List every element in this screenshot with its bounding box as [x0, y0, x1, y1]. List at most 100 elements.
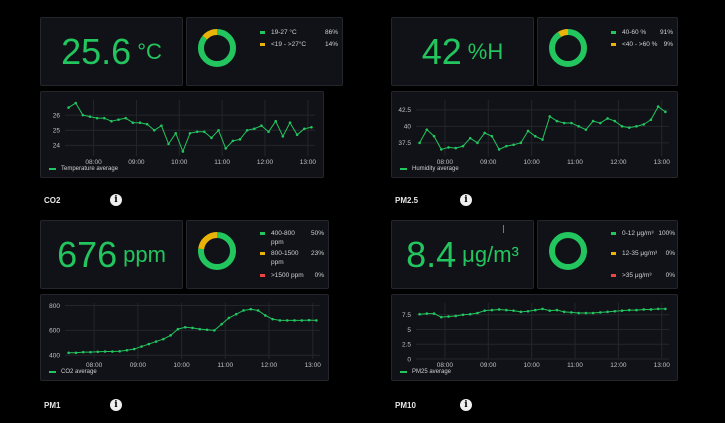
co2-data-point — [140, 345, 143, 348]
legend-percent: 0% — [665, 250, 675, 257]
legend-percent: 0% — [314, 272, 324, 279]
x-tick-label: 09:00 — [128, 159, 145, 166]
info-icon[interactable]: i — [110, 194, 122, 206]
pm25-gauge-panel: 0-12 μg/m³ 100% 12-35 μg/m³ 0% >35 μg/m³ 0% — [537, 220, 678, 289]
legend-percent: 50% — [310, 230, 324, 237]
donut-segment-1 — [198, 29, 236, 67]
co2-data-point — [300, 319, 304, 322]
legend-label: >1500 ppm — [271, 272, 304, 279]
co2-data-point — [315, 319, 318, 322]
co2-data-point — [220, 322, 223, 326]
info-icon[interactable]: i — [460, 399, 472, 411]
temperature-data-point — [288, 121, 292, 125]
y-tick-label: 800 — [49, 303, 60, 310]
co2-donut — [198, 232, 236, 270]
legend-swatch — [260, 252, 265, 255]
co2-chart: 400 600 800 08:00 09:00 10:00 11:00 12:00 13:00 — [49, 303, 321, 369]
pm25-data-point — [476, 311, 479, 315]
legend-label: >35 μg/m³ — [622, 272, 652, 279]
temperature-data-point — [260, 124, 263, 128]
humidity-chart: 37.5 40 42.5 08:00 09:00 10:00 11:00 12:00 13:00 — [398, 100, 670, 166]
co2-data-point — [176, 327, 180, 331]
legend-item: <19 - >27°C 14% — [260, 41, 338, 50]
temperature-data-point — [188, 131, 192, 135]
pm25-data-point — [432, 312, 436, 315]
co2-data-point — [118, 349, 121, 353]
pm25-data-point — [468, 312, 472, 316]
legend-percent: 0% — [665, 272, 675, 279]
co2-data-point — [278, 319, 282, 322]
co2-data-point — [227, 316, 231, 320]
co2-series-line — [68, 308, 317, 354]
pm25-data-point — [440, 315, 443, 319]
co2-data-point — [132, 347, 136, 351]
x-tick-label: 10:00 — [524, 159, 541, 166]
info-icon[interactable]: i — [110, 399, 122, 411]
humidity-data-point — [512, 143, 515, 147]
co2-value: 676 — [57, 233, 118, 275]
legend-label: 12-35 μg/m³ — [622, 250, 658, 257]
co2-data-point — [74, 351, 78, 355]
y-tick-label: 24 — [53, 143, 61, 150]
x-tick-label: 11:00 — [567, 362, 583, 369]
y-tick-label: 2.5 — [402, 342, 411, 349]
co2-gauge-panel: 400-800 ppm 50% 800-1500 ppm 23% >1500 ppm 0% — [186, 220, 329, 289]
temperature-unit: °C — [137, 38, 162, 64]
legend-item: 40-60 % 91% — [611, 29, 673, 38]
pm25-data-point — [519, 310, 523, 314]
temperature-data-point — [181, 150, 185, 153]
co2-data-point — [111, 350, 114, 353]
section-label-pm10: PM10 — [395, 401, 416, 410]
co2-data-point — [125, 348, 129, 352]
humidity-data-point — [649, 118, 653, 122]
co2-data-point — [307, 318, 311, 322]
y-tick-label: 400 — [49, 353, 60, 360]
y-tick-label: 37.5 — [398, 140, 411, 147]
pm25-data-point — [555, 308, 559, 312]
donut-segment-1 — [549, 29, 587, 67]
humidity-data-point — [591, 119, 595, 123]
pm25-value: 8.4 — [406, 233, 457, 275]
info-icon[interactable]: i — [460, 194, 472, 206]
legend-label: 800-1500 ppm — [271, 250, 299, 266]
pm25-data-point — [505, 308, 508, 312]
x-tick-label: 09:00 — [480, 362, 497, 369]
humidity-data-point — [526, 129, 530, 133]
legend-percent: 14% — [324, 41, 338, 48]
humidity-data-point — [584, 128, 588, 131]
co2-data-point — [213, 329, 216, 332]
pm25-data-point — [418, 312, 421, 316]
x-tick-label: 08:00 — [437, 362, 454, 369]
temperature-data-point — [160, 124, 163, 128]
humidity-data-point — [635, 125, 638, 128]
y-tick-label: 42.5 — [398, 107, 411, 114]
temperature-data-point — [138, 121, 142, 125]
y-tick-label: 0 — [407, 356, 411, 363]
x-tick-label: 09:00 — [130, 362, 147, 369]
co2-data-point — [67, 351, 70, 355]
legend-item: 800-1500 ppm 23% — [260, 250, 324, 268]
co2-data-point — [256, 309, 260, 312]
legend-label: 40-60 % — [622, 29, 647, 36]
y-tick-label: 40 — [404, 124, 412, 131]
pm25-data-point — [425, 312, 429, 315]
co2-data-point — [162, 337, 165, 341]
co2-chart-panel: 400 600 800 08:00 09:00 10:00 11:00 12:00 13:00 … — [40, 294, 329, 381]
pm25-chart-panel: 0 2.5 5 7.5 08:00 09:00 10:00 11:00 12:00 13:00 P… — [391, 294, 678, 381]
temperature-series-line — [68, 102, 312, 152]
x-tick-label: 11:00 — [567, 159, 583, 166]
co2-data-point — [285, 319, 289, 322]
section-label-pm25: PM2.5 — [395, 196, 419, 205]
temperature-data-point — [310, 125, 313, 129]
humidity-data-point — [599, 121, 602, 125]
humidity-data-point — [440, 148, 443, 151]
humidity-unit: %H — [467, 38, 504, 64]
panel-drag-handle[interactable] — [503, 225, 504, 233]
pm25-data-point — [599, 311, 602, 314]
temperature-data-point — [124, 116, 128, 120]
temperature-gauge-panel: 19-27 °C 86% <19 - >27°C 14% — [186, 17, 343, 86]
temperature-data-point — [110, 119, 113, 123]
x-tick-label: 11:00 — [217, 362, 233, 369]
x-tick-label: 10:00 — [173, 362, 190, 369]
co2-data-point — [264, 314, 267, 317]
